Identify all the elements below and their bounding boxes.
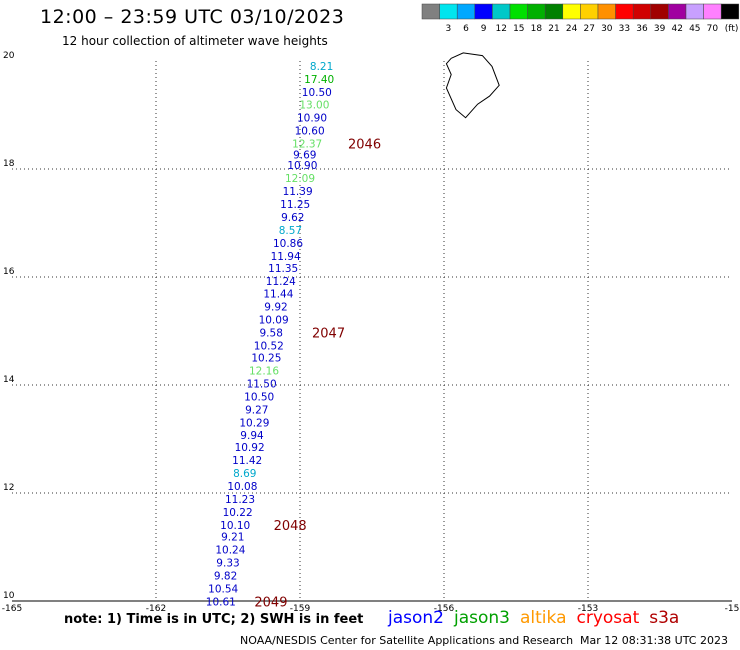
legend-label: 42 [671, 24, 682, 34]
lon-tick-label: -165 [2, 604, 22, 614]
legend-label: 21 [548, 24, 559, 34]
legend-label: 27 [583, 24, 594, 34]
mission-name: cryosat [576, 608, 640, 628]
orbit-number-label: 2047 [312, 327, 345, 342]
wave-height-label: 10.08 [227, 481, 257, 493]
wave-height-label: 11.23 [225, 494, 255, 506]
wave-height-label: 8.69 [233, 468, 256, 480]
wave-height-label: 9.58 [260, 328, 283, 340]
orbit-number-label: 2046 [348, 138, 381, 153]
lat-tick-label: 12 [3, 483, 14, 493]
wave-height-label: 11.44 [263, 289, 293, 301]
wave-height-label: 10.29 [239, 417, 269, 429]
lat-tick-label: 14 [3, 375, 15, 385]
wave-height-label: 10.90 [297, 113, 327, 125]
wave-height-label: 8.57 [279, 225, 302, 237]
wave-height-label: 11.94 [271, 251, 301, 263]
wave-height-label: 11.25 [280, 199, 310, 211]
lat-tick-label: 18 [3, 159, 15, 169]
legend-label: 12 [495, 24, 506, 34]
wave-height-label: 9.62 [281, 212, 304, 224]
wave-height-label: 10.60 [295, 126, 325, 138]
wave-height-label: 10.86 [273, 238, 303, 250]
wave-height-label: 12.16 [249, 365, 279, 377]
orbit-number-label: 2049 [254, 596, 287, 611]
wave-height-label: 11.35 [268, 263, 298, 275]
legend-label: 45 [689, 24, 700, 34]
wave-height-label: 11.39 [283, 186, 313, 198]
wave-height-label: 9.33 [216, 558, 239, 570]
wave-height-label: 11.42 [232, 455, 262, 467]
lon-tick-label: -15 [725, 604, 740, 614]
wave-height-label: 12.09 [285, 173, 315, 185]
lon-tick-label: -153 [578, 604, 598, 614]
wave-height-label: 10.22 [223, 507, 253, 519]
wave-height-label: 9.69 [293, 149, 316, 161]
wave-height-label: 8.21 [310, 61, 333, 73]
lon-tick-label: -156 [434, 604, 455, 614]
legend-unit: (ft) [725, 24, 739, 34]
wave-height-label: 10.25 [251, 352, 281, 364]
wave-height-label: 9.82 [214, 571, 237, 583]
legend-label: 30 [601, 24, 613, 34]
wave-height-map: -165 -162 -159 -156 -153 -151012141618208.211… [2, 51, 740, 614]
wave-height-label: 13.00 [299, 100, 329, 112]
wave-height-label: 10.24 [215, 545, 245, 557]
footer-note: note: 1) Time is in UTC; 2) SWH is in fe… [64, 612, 364, 627]
orbit-number-label: 2048 [274, 519, 307, 534]
wave-height-label: 11.24 [266, 276, 296, 288]
wave-height-label: 11.50 [247, 378, 277, 390]
lat-tick-label: 16 [3, 267, 15, 277]
mission-name: jason3 [454, 608, 510, 628]
wave-height-label: 10.09 [259, 315, 289, 327]
wave-height-label: 10.61 [206, 597, 236, 609]
lon-tick-label: -159 [290, 604, 311, 614]
wave-height-label: 10.50 [302, 87, 332, 99]
lon-tick-label: -162 [146, 604, 166, 614]
legend-swatch [720, 3, 740, 20]
wave-height-label: 10.52 [254, 341, 284, 353]
legend-label: 24 [566, 24, 578, 34]
legend-label: 3 [446, 24, 452, 34]
wave-height-label: 10.50 [244, 391, 274, 403]
mission-name: s3a [649, 608, 680, 628]
legend-label: 6 [463, 24, 469, 34]
wave-height-label: 12.37 [292, 139, 322, 151]
lat-tick-label: 10 [3, 591, 15, 601]
legend-label: 15 [513, 24, 524, 34]
wave-height-label: 10.90 [287, 160, 317, 172]
legend-label: 18 [531, 24, 543, 34]
legend-label: 39 [654, 24, 666, 34]
map-subtitle: 12 hour collection of altimeter wave hei… [62, 34, 328, 48]
legend-label: 33 [619, 24, 630, 34]
footer-credit: NOAA/NESDIS Center for Satellite Applica… [240, 634, 574, 647]
legend-label: 9 [481, 24, 487, 34]
legend-label: 36 [636, 24, 648, 34]
footer-timestamp: Mar 12 08:31:38 UTC 2023 [580, 634, 728, 647]
wave-height-label: 10.10 [220, 520, 250, 532]
wave-height-label: 10.54 [208, 584, 238, 596]
mission-name: altika [520, 608, 567, 628]
wave-height-label: 9.94 [240, 430, 264, 442]
coastline [445, 52, 500, 119]
wave-height-label: 9.21 [221, 532, 244, 544]
wave-height-label: 10.92 [235, 442, 265, 454]
lat-tick-label: 20 [3, 51, 15, 61]
mission-name: jason2 [388, 608, 444, 628]
wave-height-label: 9.27 [245, 404, 268, 416]
color-legend: 3 6 9 12 15 18 21 24 27 30 33 36 39 42 45 70 (ft) [421, 3, 740, 34]
legend-label: 70 [707, 24, 719, 34]
wave-height-label: 17.40 [304, 74, 334, 86]
wave-height-label: 9.92 [264, 302, 287, 314]
mission-legend: jason2 jason3 altika cryosat s3a [388, 608, 689, 628]
map-title: 12:00 – 23:59 UTC 03/10/2023 [40, 6, 345, 28]
